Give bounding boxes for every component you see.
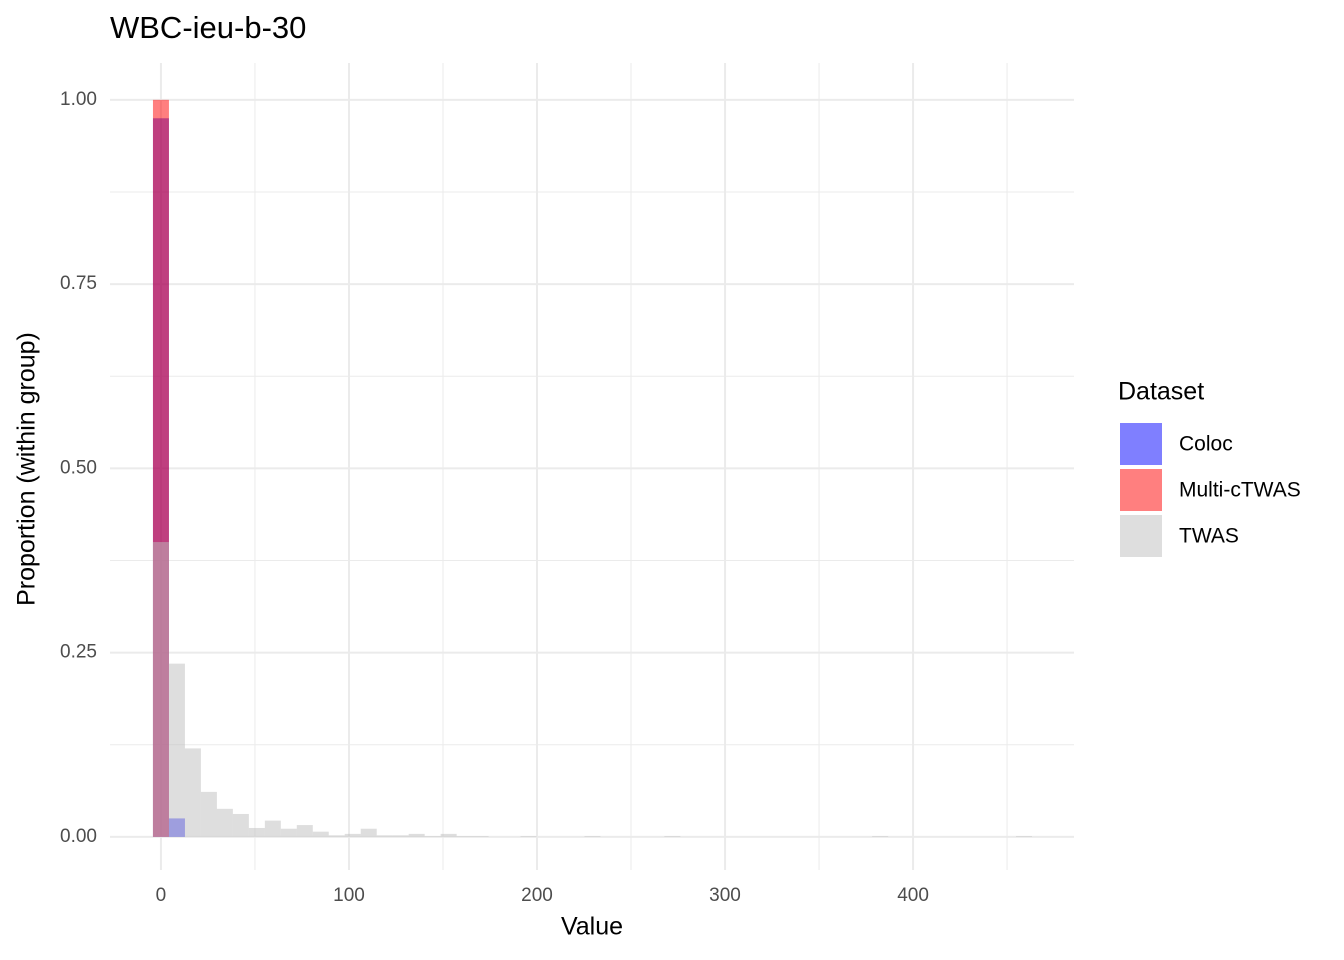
histogram-bar	[872, 836, 889, 837]
x-tick-label: 100	[333, 885, 365, 906]
histogram-bar	[248, 827, 265, 837]
x-axis-label: Value	[561, 913, 623, 941]
x-tick-label: 0	[156, 885, 167, 906]
y-tick-label: 0.25	[60, 642, 97, 663]
histogram-bar	[1015, 836, 1032, 837]
histogram-bar	[280, 828, 297, 837]
legend-key	[1120, 423, 1162, 465]
histogram-bar	[408, 833, 425, 837]
y-tick-label: 0.75	[60, 273, 97, 294]
x-tick-label: 300	[709, 885, 741, 906]
legend-label: TWAS	[1179, 525, 1239, 548]
histogram-bar	[312, 831, 329, 837]
histogram-bar	[584, 836, 601, 837]
histogram-bar	[328, 835, 345, 837]
histogram-bar	[664, 836, 681, 837]
histogram-bar	[296, 825, 313, 837]
histogram-bar	[200, 791, 217, 837]
histogram-bar	[344, 833, 361, 837]
histogram-bar	[264, 820, 281, 837]
histogram-bar	[168, 663, 185, 837]
x-tick-label: 400	[897, 885, 929, 906]
histogram-bar	[216, 808, 233, 837]
y-axis-label: Proportion (within group)	[13, 332, 41, 606]
legend-label: Coloc	[1179, 433, 1233, 456]
legend-key	[1120, 515, 1162, 557]
histogram-bar	[232, 813, 249, 837]
y-tick-label: 0.00	[60, 826, 97, 847]
histogram-bar	[360, 828, 377, 837]
histogram-bar	[472, 836, 489, 837]
histogram-bar	[392, 835, 409, 837]
histogram-bar	[424, 836, 441, 837]
histogram-bar	[376, 835, 393, 837]
legend-label: Multi-cTWAS	[1179, 479, 1301, 502]
histogram-bar	[152, 542, 169, 837]
x-tick-label: 200	[521, 885, 553, 906]
histogram-bar	[456, 836, 473, 837]
legend-title: Dataset	[1118, 378, 1204, 406]
legend-key	[1120, 469, 1162, 511]
chart-title: WBC-ieu-b-30	[110, 10, 306, 45]
y-tick-label: 0.50	[60, 457, 97, 478]
y-tick-label: 1.00	[60, 89, 97, 110]
histogram-bar	[440, 833, 457, 837]
histogram-bar	[184, 748, 201, 837]
histogram-bar	[520, 836, 537, 837]
